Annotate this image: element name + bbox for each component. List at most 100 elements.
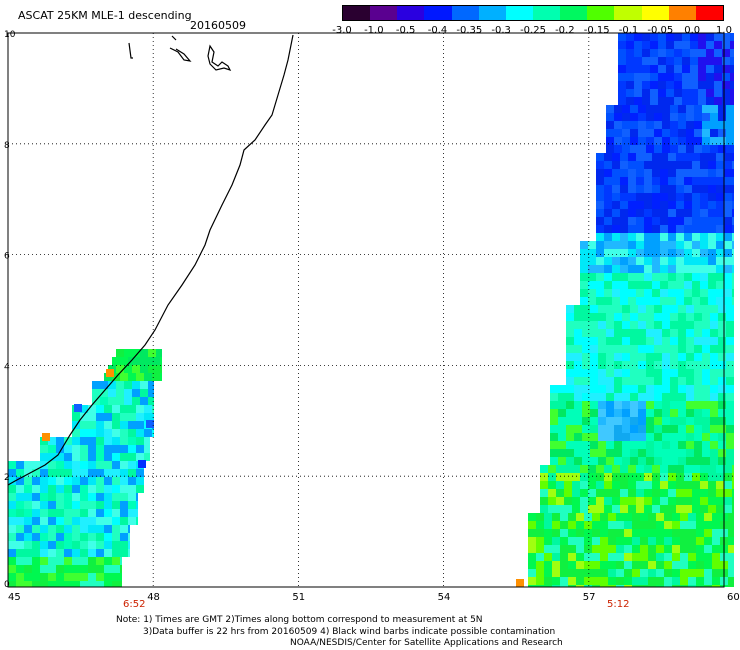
wind-cell bbox=[716, 273, 724, 281]
wind-cell bbox=[120, 421, 128, 429]
wind-cell bbox=[672, 585, 680, 587]
wind-cell bbox=[72, 581, 80, 587]
wind-cell bbox=[626, 73, 634, 81]
wind-cell bbox=[654, 425, 662, 433]
wind-cell bbox=[48, 437, 56, 445]
wind-cell bbox=[612, 289, 620, 297]
wind-cell bbox=[592, 521, 600, 529]
wind-cell bbox=[80, 445, 88, 453]
wind-cell bbox=[730, 33, 734, 41]
wind-cell bbox=[580, 297, 588, 305]
wind-cell bbox=[72, 477, 80, 485]
wind-cell bbox=[584, 585, 592, 587]
wind-cell bbox=[104, 557, 112, 565]
wind-cell bbox=[608, 513, 616, 521]
wind-cell bbox=[596, 265, 604, 273]
wind-cell bbox=[678, 417, 686, 425]
wind-cell bbox=[662, 137, 670, 145]
wind-cell bbox=[606, 441, 614, 449]
wind-cell bbox=[702, 385, 710, 393]
wind-cell bbox=[696, 545, 704, 553]
wind-cell bbox=[726, 385, 734, 393]
wind-cell bbox=[678, 145, 686, 153]
wind-cell bbox=[656, 569, 664, 577]
wind-cell bbox=[638, 345, 646, 353]
wind-cell bbox=[708, 289, 716, 297]
wind-cell bbox=[100, 397, 108, 405]
wind-cell bbox=[572, 505, 580, 513]
wind-cell bbox=[588, 481, 596, 489]
wind-cell bbox=[678, 457, 686, 465]
wind-cell bbox=[156, 365, 162, 373]
wind-cell bbox=[732, 225, 734, 233]
wind-cell bbox=[618, 49, 626, 57]
wind-cell bbox=[682, 73, 690, 81]
wind-cell bbox=[662, 361, 670, 369]
wind-cell bbox=[16, 493, 24, 501]
wind-cell bbox=[614, 145, 622, 153]
wind-cell bbox=[718, 145, 726, 153]
wind-cell bbox=[652, 465, 660, 473]
wind-cell bbox=[732, 265, 734, 273]
wind-cell bbox=[136, 453, 144, 461]
wind-cell bbox=[668, 281, 676, 289]
wind-cell bbox=[16, 477, 24, 485]
wind-cell bbox=[654, 433, 662, 441]
wind-cell bbox=[604, 185, 612, 193]
wind-cell bbox=[604, 505, 612, 513]
wind-cell bbox=[96, 573, 104, 581]
wind-cell bbox=[670, 361, 678, 369]
wind-cell bbox=[704, 545, 712, 553]
wind-cell bbox=[694, 305, 702, 313]
wind-cell bbox=[622, 457, 630, 465]
wind-cell bbox=[582, 401, 590, 409]
wind-cell bbox=[128, 469, 136, 477]
wind-cell bbox=[692, 169, 700, 177]
wind-cell bbox=[630, 425, 638, 433]
wind-cell bbox=[704, 529, 712, 537]
wind-cell bbox=[700, 153, 708, 161]
wind-cell bbox=[718, 441, 726, 449]
wind-cell bbox=[656, 561, 664, 569]
wind-cell bbox=[692, 481, 700, 489]
x-tick-label: 57 bbox=[583, 592, 596, 603]
wind-cell bbox=[600, 569, 608, 577]
wind-cell bbox=[728, 561, 734, 569]
wind-cell bbox=[668, 169, 676, 177]
wind-cell bbox=[674, 65, 682, 73]
wind-cell bbox=[620, 505, 628, 513]
wind-cell bbox=[652, 289, 660, 297]
wind-cell bbox=[708, 281, 716, 289]
color-cell bbox=[478, 6, 506, 20]
wind-cell bbox=[678, 425, 686, 433]
wind-cell bbox=[710, 441, 718, 449]
wind-cell bbox=[692, 497, 700, 505]
wind-cell bbox=[112, 429, 120, 437]
wind-cell bbox=[654, 337, 662, 345]
wind-cell bbox=[32, 525, 40, 533]
wind-cell bbox=[104, 429, 112, 437]
wind-cell bbox=[644, 465, 652, 473]
wind-cell bbox=[690, 65, 698, 73]
wind-cell bbox=[732, 281, 734, 289]
wind-cell bbox=[72, 429, 80, 437]
wind-cell bbox=[558, 409, 566, 417]
wind-cell bbox=[640, 529, 648, 537]
wind-cell bbox=[136, 429, 144, 437]
wind-cell bbox=[712, 545, 720, 553]
wind-cell bbox=[702, 417, 710, 425]
wind-cell bbox=[560, 545, 568, 553]
wind-cell bbox=[120, 581, 122, 587]
wind-cell bbox=[88, 469, 96, 477]
wind-cell bbox=[16, 461, 24, 469]
wind-cell bbox=[616, 561, 624, 569]
wind-cell bbox=[596, 185, 604, 193]
wind-cell bbox=[714, 89, 722, 97]
wind-cell bbox=[692, 209, 700, 217]
wind-cell bbox=[590, 401, 598, 409]
wind-cell bbox=[654, 113, 662, 121]
wind-cell bbox=[684, 257, 692, 265]
wind-cell bbox=[606, 409, 614, 417]
wind-cell bbox=[560, 529, 568, 537]
